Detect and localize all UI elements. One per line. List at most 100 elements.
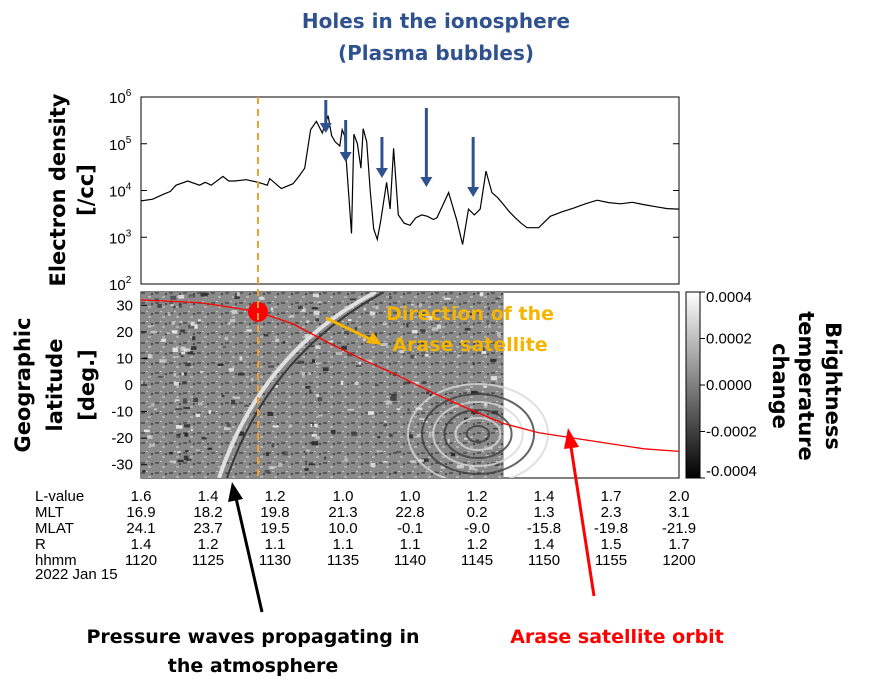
ephemeris-cell: 18.2 xyxy=(193,504,222,521)
image-speckle xyxy=(201,436,207,440)
image-speckle xyxy=(227,322,231,325)
image-speckle xyxy=(403,381,410,385)
title-line-2: (Plasma bubbles) xyxy=(338,41,534,65)
image-speckle xyxy=(474,468,478,472)
image-speckle xyxy=(177,451,181,454)
image-speckle xyxy=(336,352,342,355)
image-speckle xyxy=(267,411,274,416)
latitude-ylabel-line-3: [deg.] xyxy=(75,349,99,420)
colorbar-tick-label: -0.0002 xyxy=(706,424,757,441)
ephemeris-cell: 2.0 xyxy=(669,488,690,505)
image-speckle xyxy=(179,329,186,333)
latitude-y-tick-label: 0 xyxy=(125,377,133,394)
latitude-y-tick-label: 20 xyxy=(116,324,133,341)
image-speckle xyxy=(197,402,203,406)
image-speckle xyxy=(178,294,185,299)
image-speckle xyxy=(188,440,191,443)
direction-arrow-shaft xyxy=(325,316,375,343)
image-speckle xyxy=(166,332,171,334)
pressure-wave-arc xyxy=(217,292,377,478)
image-speckle xyxy=(389,434,393,437)
brightness-image xyxy=(141,292,504,478)
orbit-label: Arase satellite orbit xyxy=(510,626,724,648)
image-speckle xyxy=(289,424,293,427)
image-speckle xyxy=(264,469,270,473)
title-line-1: Holes in the ionosphere xyxy=(302,9,570,33)
image-speckle xyxy=(494,462,500,467)
image-speckle xyxy=(362,338,366,342)
ephemeris-cell: -21.9 xyxy=(662,520,696,537)
image-speckle xyxy=(432,327,438,331)
image-speckle xyxy=(311,307,319,310)
image-speckle xyxy=(175,407,183,411)
image-speckle xyxy=(179,320,183,324)
image-speckle xyxy=(363,307,366,311)
image-speckle xyxy=(437,324,442,329)
ephemeris-cell: 1135 xyxy=(327,552,359,569)
image-speckle xyxy=(200,292,208,297)
image-speckle xyxy=(316,362,322,365)
image-speckle xyxy=(318,414,323,417)
image-speckle xyxy=(268,365,275,368)
image-speckle xyxy=(223,345,226,348)
latitude-ylabel-line-1: Geographic xyxy=(11,317,35,452)
wave-ring xyxy=(432,401,524,467)
image-speckle xyxy=(382,461,389,463)
wave-ring xyxy=(465,425,491,443)
pressure-arrow-head xyxy=(228,482,243,502)
image-speckle xyxy=(376,450,383,453)
image-speckle xyxy=(419,303,423,308)
image-speckle xyxy=(428,431,434,437)
image-speckle xyxy=(416,433,421,438)
orbit-arrow-head xyxy=(564,428,579,449)
direction-text-line-2: Arase satellite xyxy=(392,334,547,356)
image-speckle xyxy=(175,425,183,429)
image-speckle xyxy=(414,381,420,386)
ephemeris-cell: 1.3 xyxy=(534,504,555,521)
image-speckle xyxy=(244,404,249,407)
image-speckle xyxy=(462,311,466,314)
ephemeris-row-label: R xyxy=(35,536,46,553)
colorbar-tick-label: 0.0002 xyxy=(706,331,752,348)
image-speckle xyxy=(409,460,417,464)
image-speckle xyxy=(180,346,186,351)
image-speckle xyxy=(207,447,213,450)
image-speckle xyxy=(440,465,446,469)
image-speckle xyxy=(147,435,153,439)
ephemeris-cell: 2.3 xyxy=(601,504,622,521)
ephemeris-cell: -19.8 xyxy=(594,520,628,537)
bubble-arrow-head xyxy=(467,187,480,197)
ephemeris-cell: 1.7 xyxy=(601,488,622,505)
ephemeris-row-label: MLT xyxy=(35,504,64,521)
ephemeris-cell: 19.5 xyxy=(260,520,289,537)
latitude-y-tick-label: 30 xyxy=(116,297,133,314)
ephemeris-row-label: L-value xyxy=(35,488,84,505)
image-speckle xyxy=(354,382,359,386)
image-speckle xyxy=(304,468,309,471)
image-speckle xyxy=(315,394,320,397)
latitude-y-tick-label: -10 xyxy=(111,404,133,421)
image-speckle xyxy=(178,303,182,308)
image-speckle xyxy=(168,311,171,316)
image-speckle xyxy=(396,408,401,410)
image-speckle xyxy=(457,464,464,469)
image-speckle xyxy=(450,452,456,457)
image-speckle xyxy=(171,321,175,325)
image-speckle xyxy=(340,380,344,385)
image-speckle xyxy=(271,307,274,311)
image-speckle xyxy=(258,297,265,300)
ephemeris-cell: 1.1 xyxy=(265,536,286,553)
ephemeris-cell: 1.4 xyxy=(534,536,555,553)
wave-ring xyxy=(443,409,513,459)
image-speckle xyxy=(185,363,191,367)
image-speckle xyxy=(312,293,319,297)
bubble-arrow-head xyxy=(339,152,352,162)
image-speckle xyxy=(184,432,189,437)
ephemeris-cell: 1.1 xyxy=(400,536,421,553)
image-speckle xyxy=(465,388,470,391)
image-speckle xyxy=(394,471,397,474)
image-speckle xyxy=(408,434,413,439)
image-speckle xyxy=(157,303,162,308)
image-speckle xyxy=(421,458,429,462)
image-speckle xyxy=(413,355,416,358)
